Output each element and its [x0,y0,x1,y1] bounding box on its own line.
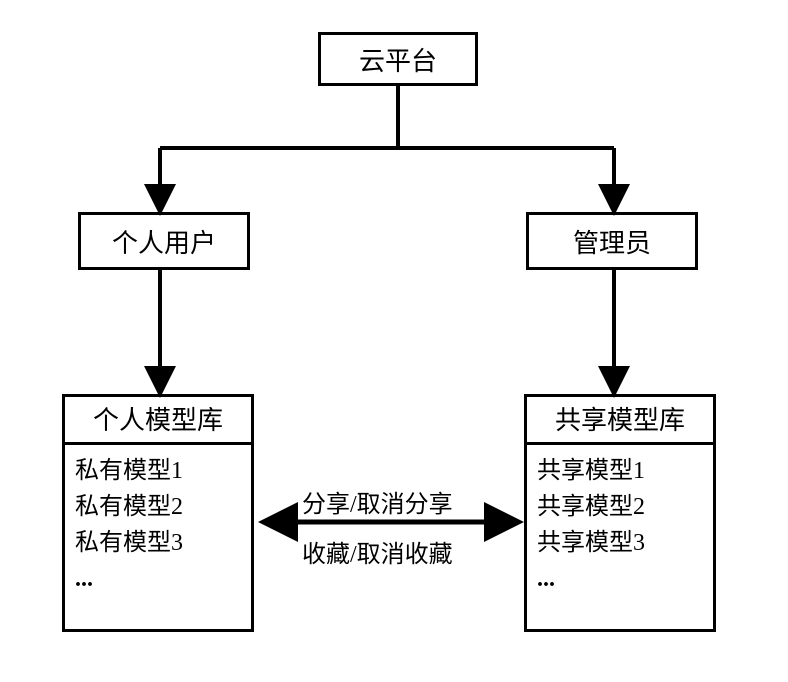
node-root: 云平台 [318,32,478,86]
node-user-left-label: 个人用户 [112,223,216,260]
edge-root-branch [160,86,614,204]
list-item: 共享模型2 [537,489,703,525]
mid-label-top: 分享/取消分享 [302,484,453,519]
lib-right-title: 共享模型库 [527,397,713,445]
node-lib-left: 个人模型库 私有模型1 私有模型2 私有模型3 ... [62,394,254,632]
lib-right-body: 共享模型1 共享模型2 共享模型3 ... [527,445,713,605]
node-root-label: 云平台 [359,41,437,78]
mid-label-bottom: 收藏/取消收藏 [302,534,453,569]
list-item: ... [75,561,241,597]
node-user-right-label: 管理员 [573,223,651,260]
node-lib-right: 共享模型库 共享模型1 共享模型2 共享模型3 ... [524,394,716,632]
list-item: 私有模型3 [75,525,241,561]
list-item: 共享模型1 [537,453,703,489]
list-item: 私有模型2 [75,489,241,525]
node-user-left: 个人用户 [78,212,250,270]
lib-left-body: 私有模型1 私有模型2 私有模型3 ... [65,445,251,605]
list-item: 私有模型1 [75,453,241,489]
list-item: 共享模型3 [537,525,703,561]
list-item: ... [537,561,703,597]
node-user-right: 管理员 [526,212,698,270]
lib-left-title: 个人模型库 [65,397,251,445]
diagram-canvas: 云平台 个人用户 管理员 个人模型库 私有模型1 私有模型2 私有模型3 ...… [0,0,788,682]
